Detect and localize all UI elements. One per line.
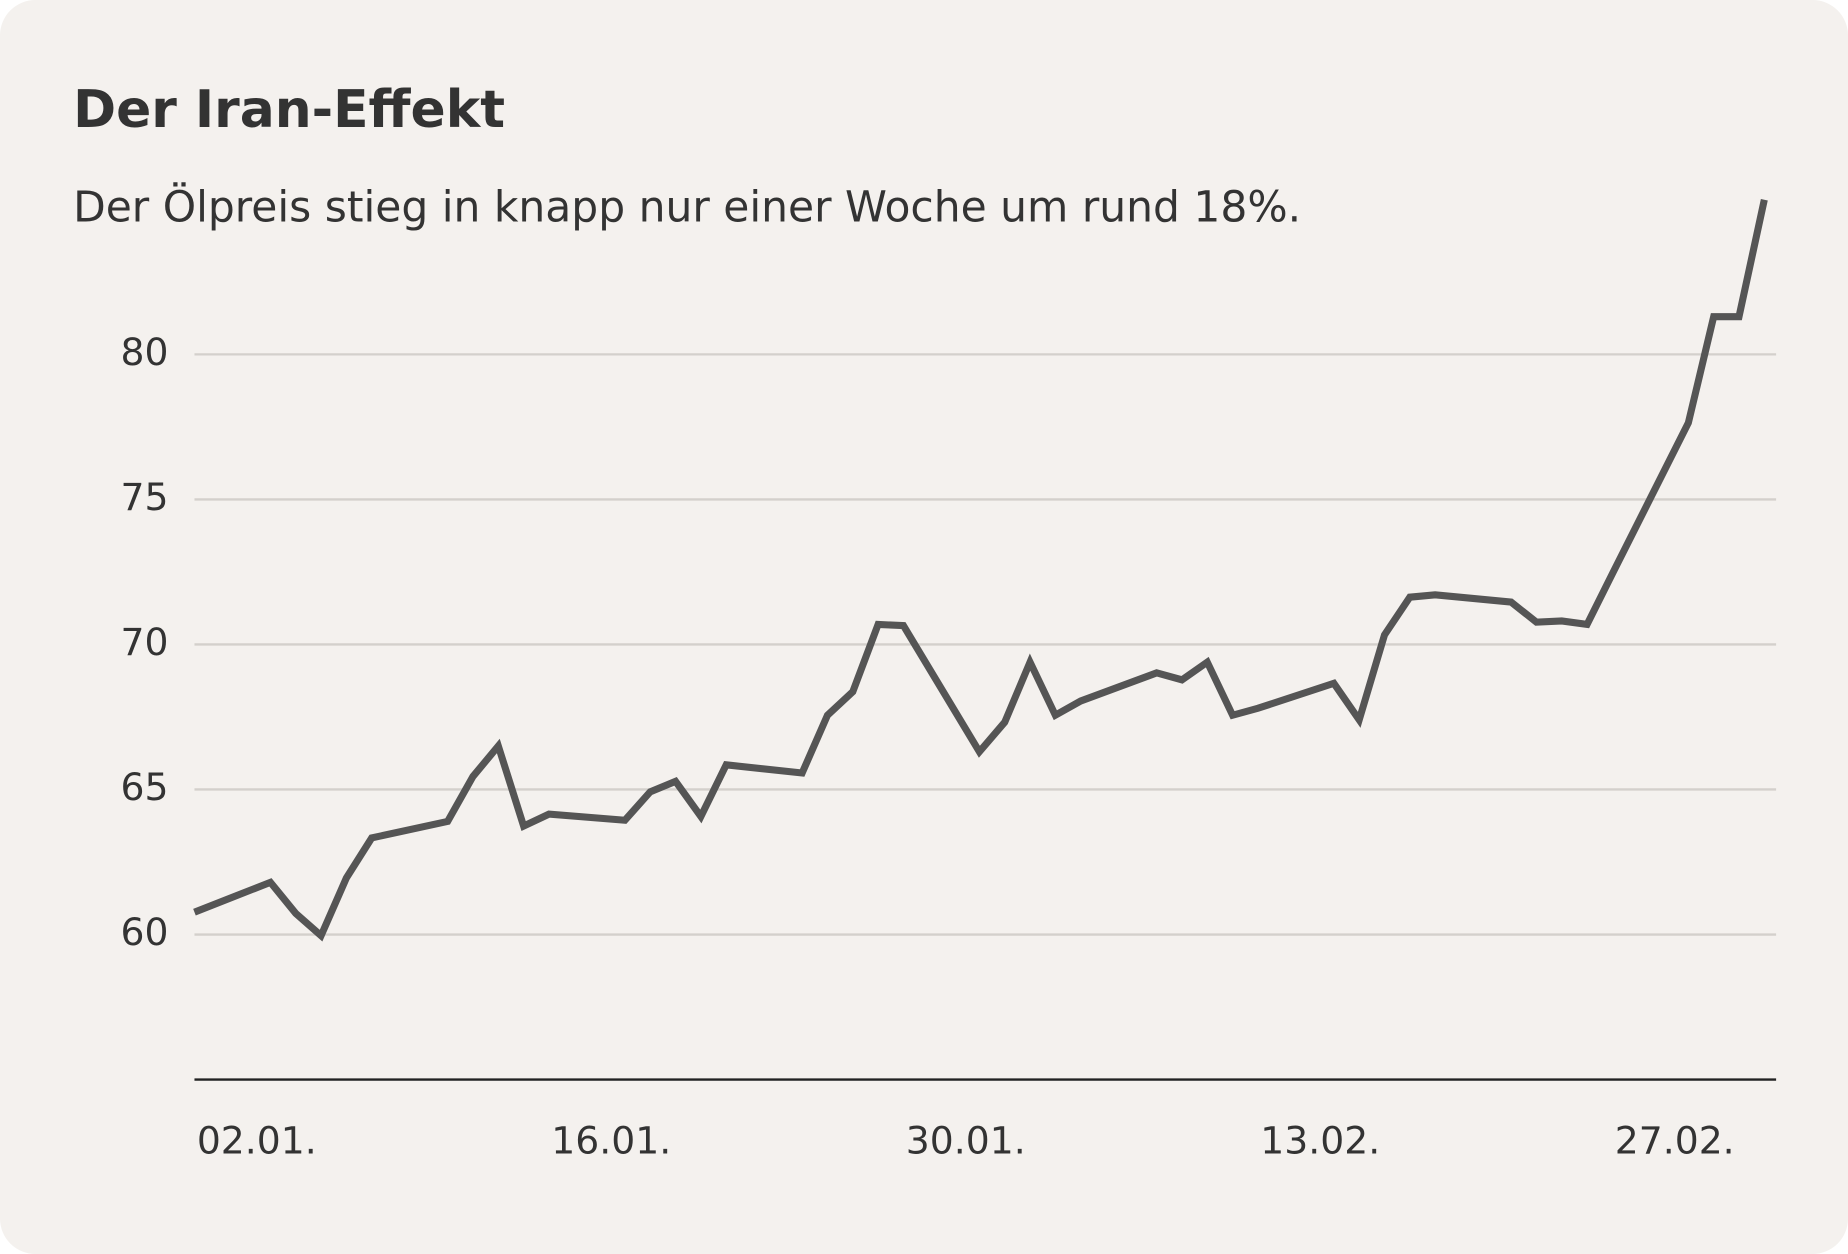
chart-subtitle: Der Ölpreis stieg in knapp nur einer Woc…	[73, 181, 1301, 232]
y-tick-label: 75	[121, 475, 169, 519]
y-tick-label: 65	[121, 765, 169, 809]
y-tick-label: 80	[121, 330, 169, 374]
chart-title: Der Iran-Effekt	[73, 80, 505, 140]
data-line	[193, 199, 1768, 942]
x-tick-label: 02.01.	[197, 1119, 317, 1163]
y-tick-label: 70	[121, 620, 169, 664]
y-tick-label: 60	[121, 910, 169, 954]
x-tick-label: 30.01.	[906, 1119, 1026, 1163]
x-tick-label: 16.01.	[551, 1119, 671, 1163]
x-tick-label: 13.02.	[1260, 1119, 1380, 1163]
x-tick-label: 27.02.	[1615, 1119, 1735, 1163]
